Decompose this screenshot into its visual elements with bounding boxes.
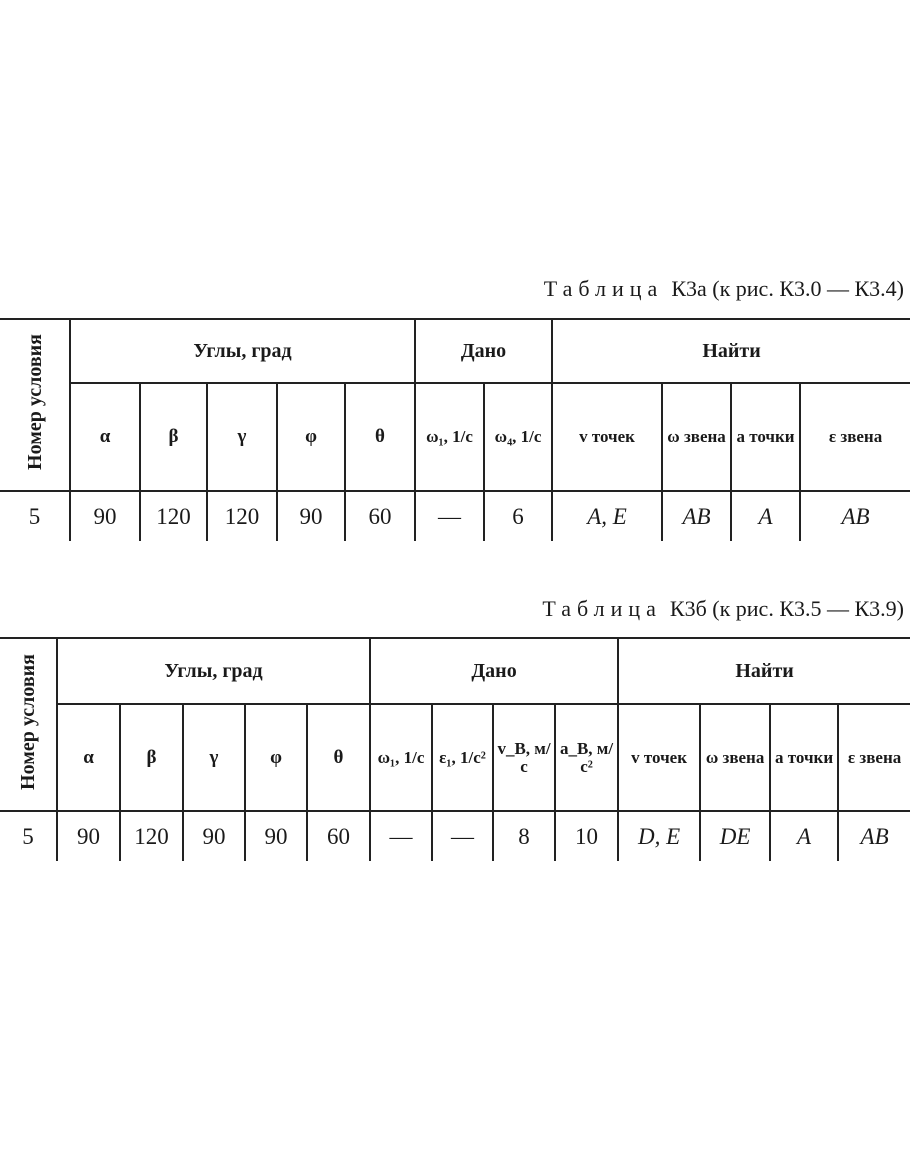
cell: D, E	[617, 810, 702, 861]
col-header: θ	[343, 382, 417, 492]
table-row: 5 90 120 120 90 60 — 6 A, E AB A AB	[0, 490, 910, 541]
col-header: a_B, м/с²	[554, 703, 620, 812]
cell: A	[730, 490, 802, 541]
cell: —	[369, 810, 434, 861]
cell: 6	[483, 490, 554, 541]
title-word: Таблица	[543, 276, 664, 301]
col-header: φ	[244, 703, 308, 812]
title-rest: К3а (к рис. К3.0 — К3.4)	[671, 276, 904, 301]
cell: 5	[0, 810, 58, 861]
cell: 90	[69, 490, 141, 541]
col-header: ε₁, 1/с²	[431, 703, 495, 812]
cell: 120	[139, 490, 208, 541]
col-header: v точек	[551, 382, 664, 492]
cell: 60	[305, 810, 372, 861]
col-header: a точки	[769, 703, 840, 812]
number-label: Номер условия	[23, 334, 46, 470]
col-header: v_B, м/с	[492, 703, 557, 812]
title-word: Таблица	[542, 596, 662, 621]
cell: A	[769, 810, 840, 861]
col-header: ω₁, 1/с	[414, 382, 486, 492]
col-header: v точек	[617, 703, 702, 812]
col-header: γ	[182, 703, 246, 812]
col-header: γ	[206, 382, 278, 492]
cell: 10	[554, 810, 620, 861]
cell: 90	[182, 810, 246, 861]
col-header: ε звена	[837, 703, 910, 812]
find-header: Найти	[551, 318, 910, 384]
col-header: φ	[276, 382, 346, 492]
col-header: β	[119, 703, 184, 812]
col-header: ω звена	[661, 382, 733, 492]
col-header: β	[139, 382, 208, 492]
given-header: Дано	[369, 637, 620, 705]
cell: DE	[699, 810, 772, 861]
cell: AB	[799, 490, 910, 541]
col-header: θ	[305, 703, 372, 812]
cell: —	[431, 810, 495, 861]
angles-header: Углы, град	[68, 318, 417, 384]
cell: A, E	[551, 490, 664, 541]
cell: 8	[492, 810, 557, 861]
find-header: Найти	[617, 637, 910, 705]
cell: 90	[276, 490, 346, 541]
number-label: Номер условия	[17, 653, 39, 790]
col-header: ω₁, 1/с	[369, 703, 434, 812]
cell: 120	[206, 490, 278, 541]
table-k3b: Номер условия Углы, град Дано Найти α β …	[0, 637, 910, 861]
cell: 5	[0, 490, 71, 541]
cell: 90	[244, 810, 308, 861]
col-header: a точки	[730, 382, 802, 492]
cell: —	[414, 490, 486, 541]
table-a-title: Таблица К3а (к рис. К3.0 — К3.4)	[544, 276, 904, 302]
table-row: 5 90 120 90 90 60 — — 8 10 D, E DE A AB	[0, 810, 910, 861]
col-header: α	[70, 382, 141, 492]
cell: 60	[343, 490, 417, 541]
col-header: α	[57, 703, 121, 812]
number-header: Номер условия	[0, 637, 58, 812]
given-header: Дано	[414, 318, 554, 384]
table-b-title: Таблица К3б (к рис. К3.5 — К3.9)	[542, 596, 904, 622]
cell: 90	[56, 810, 121, 861]
cell: AB	[661, 490, 733, 541]
number-header: Номер условия	[0, 318, 71, 492]
title-rest: К3б (к рис. К3.5 — К3.9)	[669, 596, 904, 621]
cell: AB	[837, 810, 910, 861]
col-header: ω₄, 1/с	[483, 382, 554, 492]
col-header: ε звена	[799, 382, 910, 492]
table-k3a: Номер условия Углы, град Дано Найти α β …	[0, 318, 910, 541]
angles-header: Углы, град	[55, 637, 372, 705]
col-header: ω звена	[699, 703, 772, 812]
cell: 120	[119, 810, 184, 861]
